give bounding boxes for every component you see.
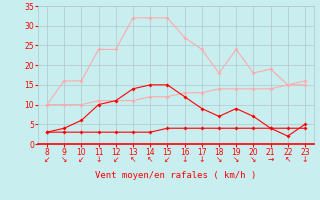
Text: ↖: ↖ — [130, 155, 136, 164]
Text: ↘: ↘ — [216, 155, 222, 164]
Text: ↙: ↙ — [78, 155, 84, 164]
Text: ↖: ↖ — [284, 155, 291, 164]
Text: ↙: ↙ — [113, 155, 119, 164]
Text: ↓: ↓ — [95, 155, 102, 164]
Text: ↘: ↘ — [233, 155, 239, 164]
Text: ↓: ↓ — [302, 155, 308, 164]
Text: ↓: ↓ — [181, 155, 188, 164]
Text: ↖: ↖ — [147, 155, 153, 164]
Text: ↘: ↘ — [250, 155, 257, 164]
Text: ↙: ↙ — [44, 155, 50, 164]
Text: ↘: ↘ — [61, 155, 68, 164]
Text: →: → — [268, 155, 274, 164]
Text: ↙: ↙ — [164, 155, 171, 164]
Text: ↓: ↓ — [199, 155, 205, 164]
X-axis label: Vent moyen/en rafales ( km/h ): Vent moyen/en rafales ( km/h ) — [95, 171, 257, 180]
